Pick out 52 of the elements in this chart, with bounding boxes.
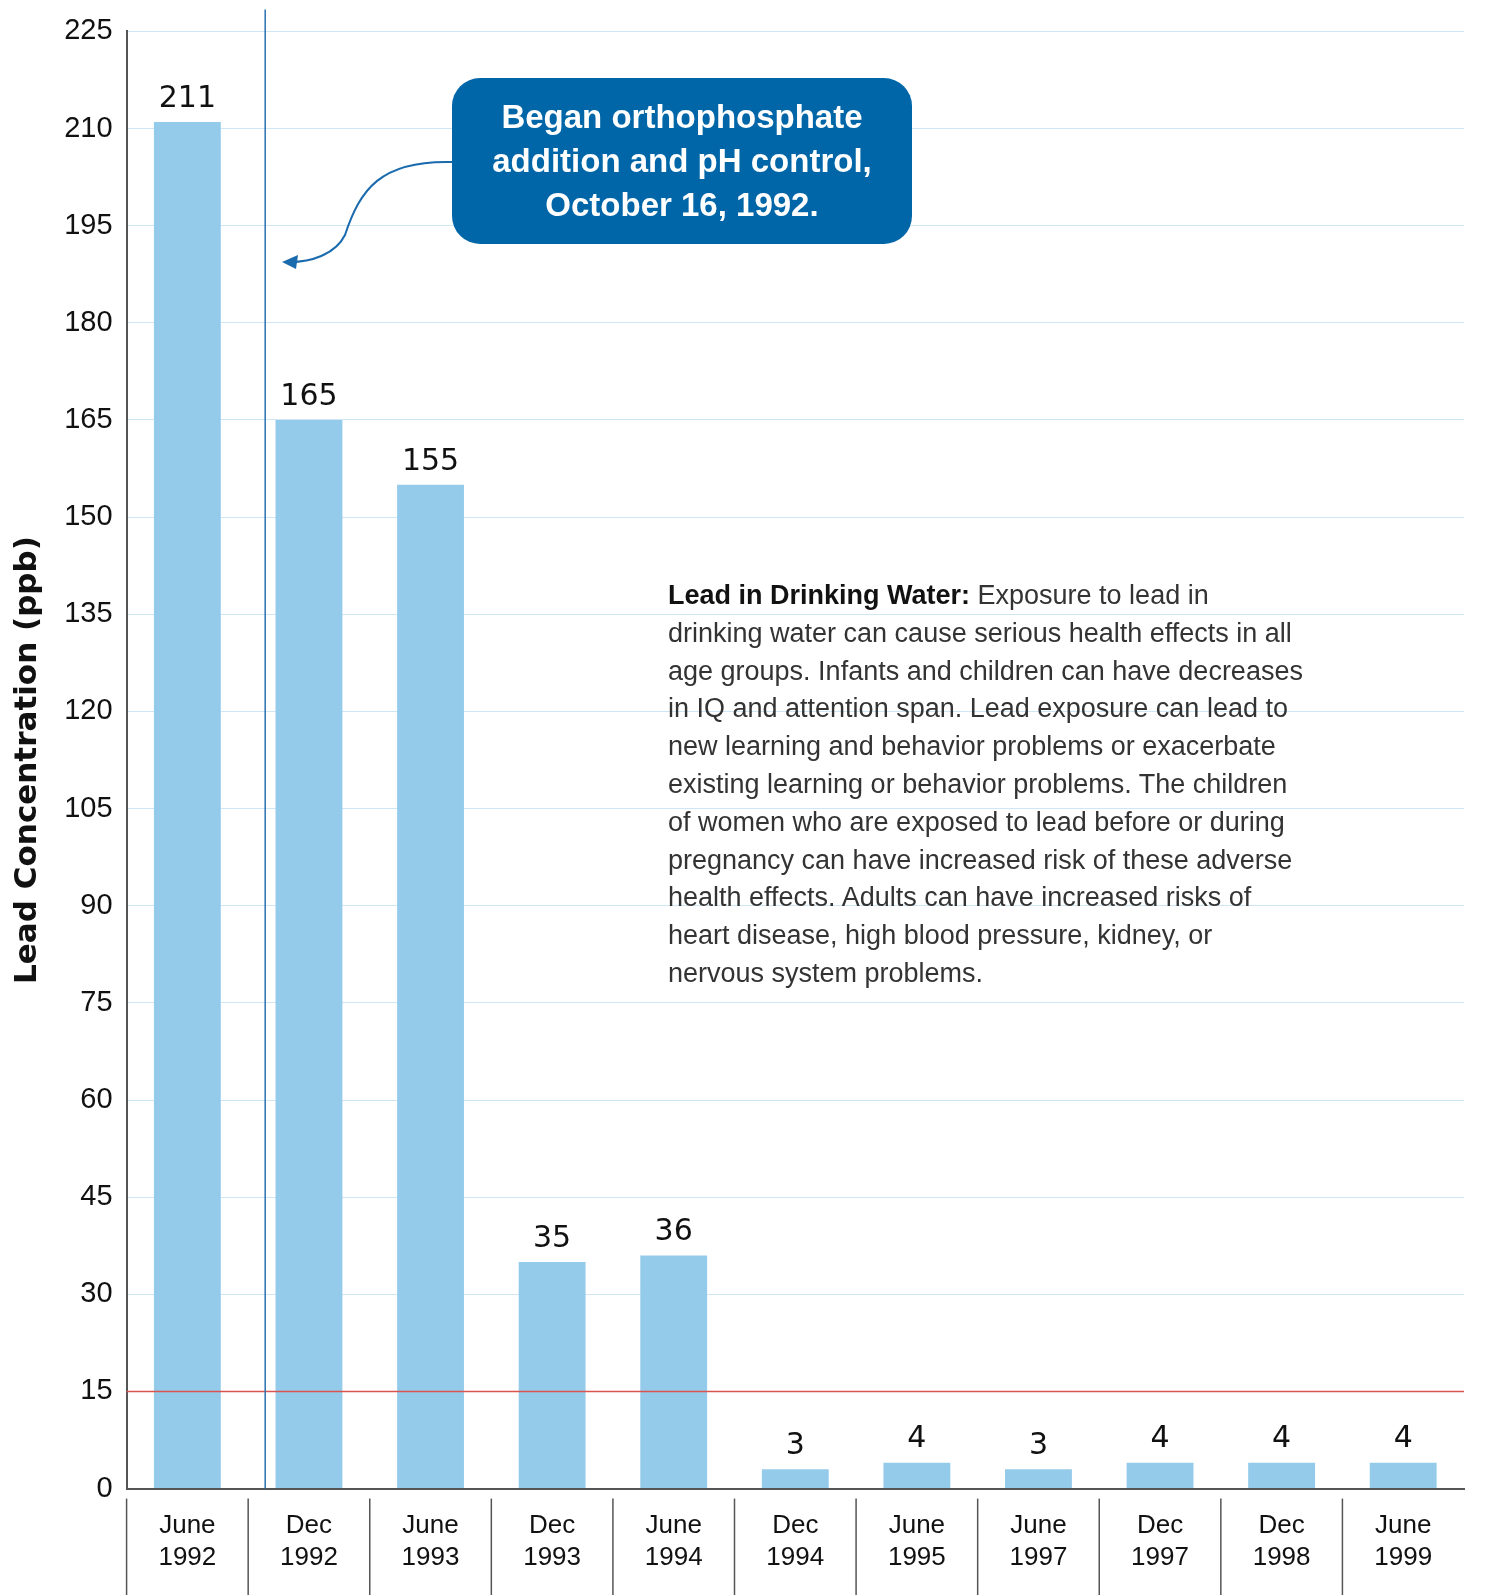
- x-tick-label: June 1994: [644, 1509, 703, 1571]
- bar: [1248, 1462, 1316, 1489]
- data-label: 36: [654, 1212, 693, 1248]
- bar: [397, 484, 464, 1489]
- x-tick-label: June 1997: [1009, 1509, 1068, 1571]
- data-label: 211: [158, 78, 217, 114]
- y-tick-label: 135: [64, 596, 113, 629]
- y-tick-label: 210: [64, 110, 113, 143]
- x-tick-label: June 1995: [887, 1509, 946, 1571]
- annotation: Began orthophosphate addition and pH control, October 16, 1992.: [452, 78, 912, 244]
- y-tick-label: 165: [64, 401, 113, 434]
- bar: [518, 1261, 586, 1489]
- y-tick-label: 150: [64, 499, 113, 532]
- x-tick-label: Dec 1994: [766, 1509, 825, 1571]
- bar: [1005, 1469, 1072, 1489]
- text: Lead in Drinking Water: Exposure to lead in drinking water can cause serious health effects in all age groups. Infants and children can have decreases in IQ and attention span. Lead exposure can lead to new learning and behavior problems or exacerbate existing learning or behavior problems. The children of women who are exposed to lead before or during pregnancy can have increased risk of these adverse health effects. Adults can have increased risks of heart disease, high blood pressure, kidney, or nervous system problems.: [668, 580, 1303, 988]
- x-tick-label: June 1993: [401, 1509, 460, 1571]
- data-label: 155: [401, 441, 460, 477]
- bar: [1369, 1462, 1437, 1489]
- data-label: 4: [1272, 1419, 1292, 1455]
- y-tick-label: 225: [64, 13, 113, 46]
- x-tick-label: Dec 1992: [280, 1509, 338, 1571]
- data-label: 4: [1150, 1419, 1170, 1455]
- x-tick-label: June 1999: [1374, 1509, 1433, 1571]
- y-tick-label: 180: [64, 304, 113, 337]
- bar: [883, 1462, 951, 1489]
- y-tick-label: 30: [80, 1276, 113, 1309]
- y-tick-label: 45: [80, 1179, 113, 1212]
- x-tick-label: Dec 1993: [523, 1509, 582, 1571]
- data-label: 4: [907, 1419, 927, 1455]
- y-tick-label: 75: [80, 984, 113, 1017]
- x-tick-label: Dec 1998: [1252, 1509, 1311, 1571]
- bar: [153, 122, 221, 1489]
- x-tick-label: June 1992: [158, 1509, 217, 1571]
- data-label: 4: [1393, 1419, 1413, 1455]
- y-axis-title: Lead Concentration (ppb): [6, 536, 43, 984]
- data-label: 3: [1028, 1425, 1049, 1461]
- bar: [275, 419, 343, 1489]
- y-tick-label: 105: [64, 790, 113, 823]
- bar: [1126, 1462, 1194, 1489]
- y-tick-label: 90: [80, 887, 113, 920]
- y-tick-label: 120: [64, 693, 113, 726]
- bar: [761, 1469, 829, 1489]
- y-tick-label: 0: [96, 1470, 113, 1503]
- x-tick-label: Dec 1997: [1131, 1509, 1189, 1571]
- data-label: 3: [785, 1425, 805, 1461]
- y-tick-label: 15: [80, 1373, 113, 1406]
- bar: [640, 1255, 708, 1489]
- data-label: 35: [533, 1218, 572, 1254]
- y-tick-label: 60: [80, 1082, 113, 1115]
- y-tick-label: 195: [64, 207, 113, 240]
- data-label: 165: [280, 376, 338, 412]
